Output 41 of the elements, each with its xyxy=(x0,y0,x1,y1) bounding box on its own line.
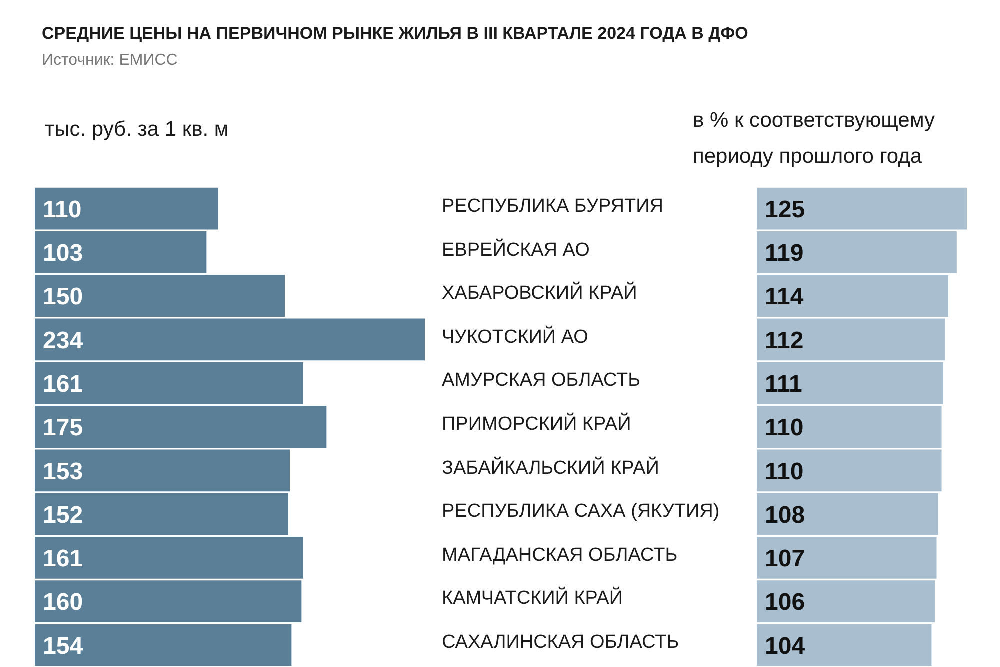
data-label: 161 xyxy=(43,370,84,398)
data-label: 154 xyxy=(43,632,84,660)
y-tick-label: ЕВРЕЙСКАЯ АО xyxy=(442,240,590,262)
y-tick-label: АМУРСКАЯ ОБЛАСТЬ xyxy=(442,370,641,392)
chart-title: СРЕДНИЕ ЦЕНЫ НА ПЕРВИЧНОМ РЫНКЕ ЖИЛЬЯ В III КВАРТАЛЕ 2024 ГОДА В ДФО xyxy=(42,24,748,44)
data-label: 153 xyxy=(43,458,84,486)
data-label: 110 xyxy=(43,196,82,224)
data-label: 161 xyxy=(43,546,84,573)
data-label: 175 xyxy=(43,414,84,442)
data-label: 234 xyxy=(43,327,84,354)
bar xyxy=(35,318,425,361)
data-label: 107 xyxy=(765,546,806,573)
y-tick-label: ЗАБАЙКАЛЬСКИЙ КРАЙ xyxy=(442,458,660,480)
data-label: 110 xyxy=(765,414,804,442)
data-label: 114 xyxy=(765,284,804,311)
y-tick-label: ХАБАРОВСКИЙ КРАЙ xyxy=(442,283,638,306)
bar xyxy=(757,493,938,536)
y-tick-label: РЕСПУБЛИКА БУРЯТИЯ xyxy=(442,196,664,218)
data-label: 106 xyxy=(765,589,806,616)
y-tick-label: КАМЧАТСКИЙ КРАЙ xyxy=(442,588,623,610)
y-tick-label: ПРИМОРСКИЙ КРАЙ xyxy=(442,414,632,436)
bar xyxy=(757,318,946,361)
data-label: 112 xyxy=(765,327,804,354)
data-label: 152 xyxy=(43,502,84,529)
y-tick-label: РЕСПУБЛИКА САХА (ЯКУТИЯ) xyxy=(442,501,720,524)
data-label: 160 xyxy=(43,589,84,616)
y-tick-label: МАГАДАНСКАЯ ОБЛАСТЬ xyxy=(442,544,678,567)
data-label: 110 xyxy=(765,458,804,486)
data-label: 103 xyxy=(43,240,84,268)
y-tick-label: САХАЛИНСКАЯ ОБЛАСТЬ xyxy=(442,632,680,654)
data-label: 108 xyxy=(765,502,806,529)
x-axis-title: тыс. руб. за 1 кв. м xyxy=(45,118,229,142)
data-label: 104 xyxy=(765,632,806,660)
data-label: 150 xyxy=(43,284,84,311)
bar xyxy=(35,493,288,536)
text: Источник: ЕМИСС xyxy=(42,52,178,70)
data-label: 111 xyxy=(765,370,802,398)
x-axis-title: в % к соответствующему периоду прошлого года xyxy=(693,108,936,170)
data-label: 125 xyxy=(765,196,806,224)
y-tick-label: ЧУКОТСКИЙ АО xyxy=(442,326,588,349)
data-label: 119 xyxy=(765,240,804,268)
